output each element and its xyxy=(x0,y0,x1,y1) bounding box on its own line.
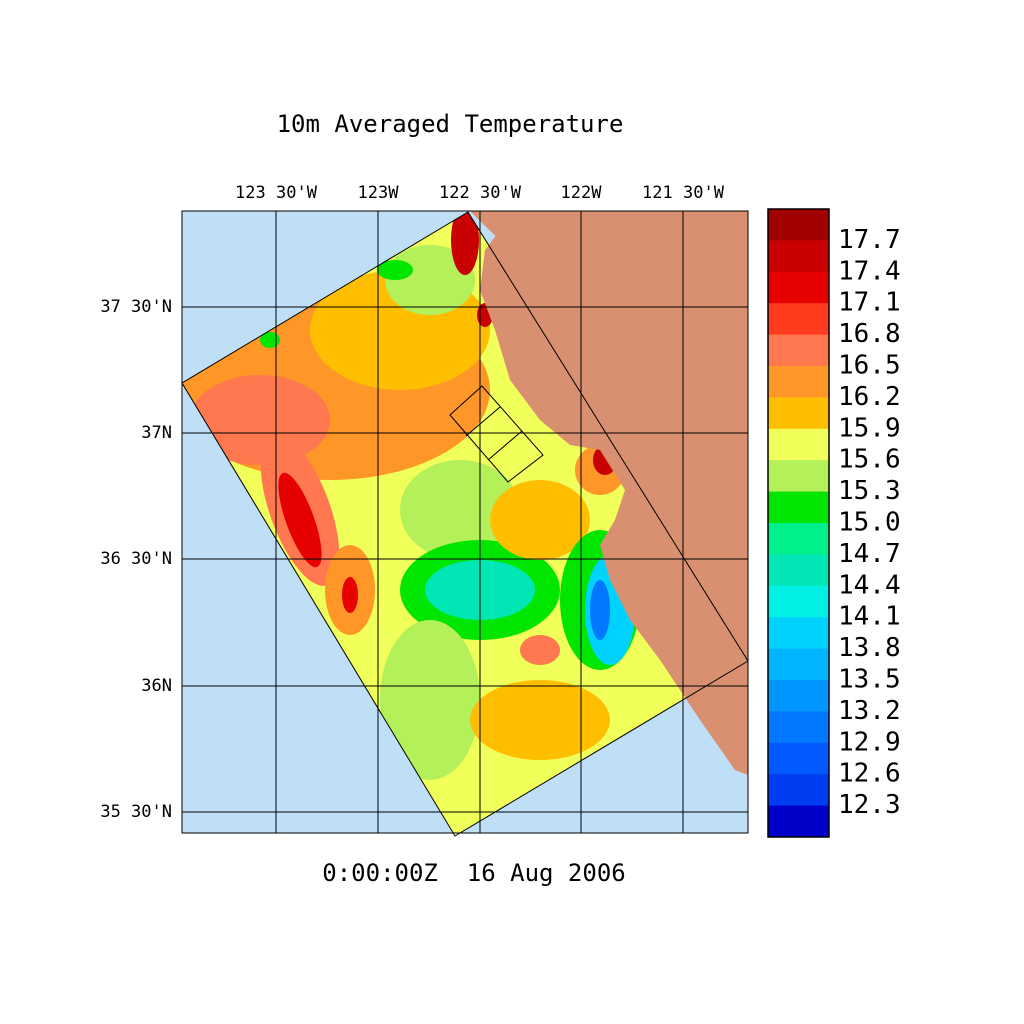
colorbar-label: 17.7 xyxy=(838,225,901,255)
colorbar-bin xyxy=(768,397,829,430)
colorbar-label: 15.0 xyxy=(838,508,901,538)
colorbar-frame xyxy=(767,208,830,838)
lon-label: 122 30'W xyxy=(439,183,522,203)
colorbar-label: 15.9 xyxy=(838,413,901,443)
colorbar-bin xyxy=(768,428,829,461)
colorbar-label: 14.1 xyxy=(838,602,901,632)
map xyxy=(182,211,748,833)
colorbar-label: 15.3 xyxy=(838,476,901,506)
colorbar-label: 13.8 xyxy=(838,633,901,663)
colorbar-bin xyxy=(768,366,829,398)
colorbar-bin xyxy=(768,271,829,304)
colorbar-bin xyxy=(768,334,829,367)
colorbar-bin xyxy=(768,523,829,555)
colorbar-bin xyxy=(768,680,829,712)
lon-label: 122W xyxy=(561,183,603,203)
colorbar-bin xyxy=(768,648,829,681)
colorbar-label: 15.6 xyxy=(838,445,901,475)
colorbar-bin xyxy=(768,617,829,650)
colorbar-label: 14.4 xyxy=(838,570,901,600)
colorbar-bin xyxy=(768,805,829,838)
land xyxy=(470,211,748,775)
map-frame xyxy=(181,210,749,834)
colorbar-bin xyxy=(768,491,829,524)
colorbar-label: 12.6 xyxy=(838,759,901,789)
lon-label: 123W xyxy=(358,183,400,203)
colorbar-label: 12.9 xyxy=(838,727,901,757)
colorbar-bin xyxy=(768,460,829,493)
colorbar-bin xyxy=(768,711,829,744)
colorbar-bin xyxy=(768,303,829,336)
lat-label: 36N xyxy=(141,676,172,696)
colorbar: 17.717.417.116.816.516.215.915.615.315.0… xyxy=(767,208,901,838)
colorbar-bin xyxy=(768,585,829,618)
lat-label: 36 30'N xyxy=(100,549,172,569)
colorbar-label: 16.8 xyxy=(838,319,901,349)
lat-label: 37N xyxy=(141,423,172,443)
lat-label: 37 30'N xyxy=(100,297,172,317)
lon-label: 121 30'W xyxy=(642,183,725,203)
lon-label: 123 30'W xyxy=(235,183,318,203)
colorbar-bin xyxy=(768,209,829,241)
colorbar-label: 17.1 xyxy=(838,288,901,318)
lat-label: 35 30'N xyxy=(100,802,172,822)
colorbar-label: 17.4 xyxy=(838,256,901,286)
colorbar-label: 16.2 xyxy=(838,382,901,412)
colorbar-bin xyxy=(768,554,829,587)
colorbar-label: 16.5 xyxy=(838,351,901,381)
colorbar-label: 12.3 xyxy=(838,790,901,820)
colorbar-label: 14.7 xyxy=(838,539,901,569)
colorbar-bin xyxy=(768,742,829,775)
colorbar-bin xyxy=(768,774,829,807)
colorbar-label: 13.2 xyxy=(838,696,901,726)
colorbar-label: 13.5 xyxy=(838,665,901,695)
time-label: 0:00:00Z 16 Aug 2006 xyxy=(322,859,625,887)
title: 10m Averaged Temperature xyxy=(277,110,624,138)
colorbar-bin xyxy=(768,240,829,273)
